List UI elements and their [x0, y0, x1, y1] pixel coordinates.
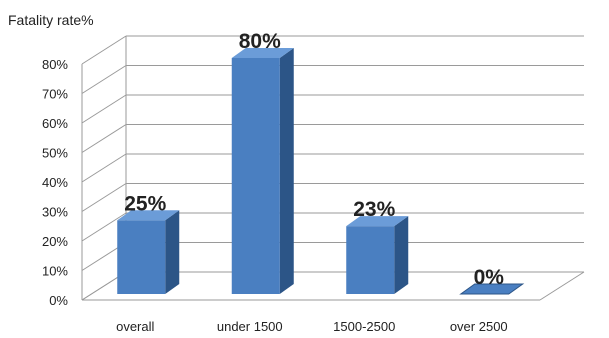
gridline-diagonal	[81, 212, 127, 242]
y-tick-label: 30%	[42, 205, 68, 220]
gridline-diagonal	[81, 65, 127, 94]
bar-top	[117, 210, 180, 221]
bar-side	[165, 210, 180, 294]
data-label: 80%	[239, 30, 281, 53]
gridline-diagonal	[81, 94, 127, 124]
y-tick-label: 40%	[42, 175, 68, 190]
gridline-diagonal	[81, 153, 127, 183]
x-tick-label: over 2500	[450, 319, 508, 334]
bar-top	[231, 48, 294, 58]
bar-top	[459, 283, 525, 295]
y-tick-label: 10%	[42, 264, 68, 279]
data-label: 25%	[124, 192, 166, 215]
x-tick-label: under 1500	[217, 319, 283, 334]
floor-right-edge	[539, 271, 585, 301]
bar-side	[394, 216, 409, 294]
gridline-diagonal	[81, 35, 127, 65]
bar	[231, 58, 280, 294]
y-axis-title: Fatality rate%	[8, 12, 94, 28]
bar	[346, 226, 395, 294]
y-tick-label: 20%	[42, 234, 68, 249]
bar-side	[279, 48, 294, 294]
bar-top	[346, 216, 409, 227]
bar	[117, 220, 166, 294]
data-label: 0%	[474, 266, 505, 289]
y-tick-label: 60%	[42, 116, 68, 131]
y-tick-label: 50%	[42, 146, 68, 161]
x-tick-label: 1500-2500	[333, 319, 395, 334]
gridline-diagonal	[81, 124, 127, 153]
x-tick-label: overall	[116, 319, 154, 334]
y-tick-label: 70%	[42, 87, 68, 102]
y-tick-label: 80%	[42, 57, 68, 72]
y-tick-label: 0%	[49, 293, 68, 308]
gridline-diagonal	[81, 183, 127, 212]
data-label: 23%	[353, 198, 395, 221]
